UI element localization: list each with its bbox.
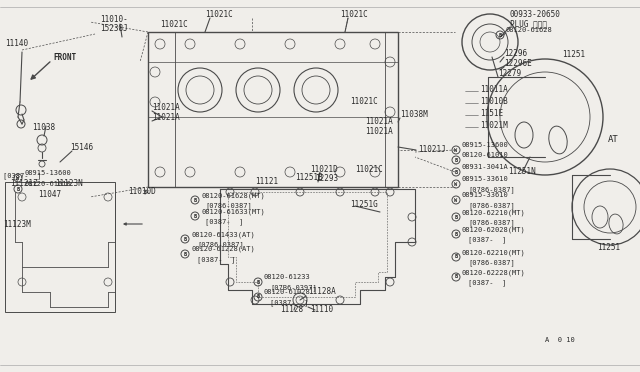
Text: 08931-3041A: 08931-3041A xyxy=(462,164,509,170)
Text: 08120-61228(AT): 08120-61228(AT) xyxy=(191,246,255,253)
Text: 11021J: 11021J xyxy=(418,145,445,154)
Text: 11128: 11128 xyxy=(280,305,303,314)
Text: 08120-62210(MT): 08120-62210(MT) xyxy=(462,209,525,215)
Text: 08915-13600: 08915-13600 xyxy=(462,142,509,148)
Text: W: W xyxy=(17,176,20,180)
Text: W: W xyxy=(454,198,458,202)
Text: W: W xyxy=(454,182,458,186)
Text: 15146: 15146 xyxy=(70,143,93,152)
Text: 11251: 11251 xyxy=(562,50,585,59)
Text: 11021A: 11021A xyxy=(365,117,393,126)
Text: 11021A: 11021A xyxy=(152,113,180,122)
Text: FRONT: FRONT xyxy=(53,53,76,62)
Text: 11121: 11121 xyxy=(255,177,278,186)
Text: 08120-61233: 08120-61233 xyxy=(264,274,311,280)
Text: 11140: 11140 xyxy=(5,39,28,48)
Text: 08915-33610: 08915-33610 xyxy=(462,192,509,198)
Text: 08915-33610: 08915-33610 xyxy=(462,176,509,182)
Text: 12279: 12279 xyxy=(498,69,521,78)
Text: 08120-61010: 08120-61010 xyxy=(462,152,509,158)
Text: 11021D: 11021D xyxy=(310,165,338,174)
Text: W: W xyxy=(454,148,458,153)
Text: [0387-  ]: [0387- ] xyxy=(3,172,41,179)
Text: B: B xyxy=(499,32,502,38)
Text: [0786-0387]: [0786-0387] xyxy=(468,259,515,266)
Text: 11123M: 11123M xyxy=(3,220,31,229)
Text: 11047: 11047 xyxy=(38,190,61,199)
Text: 11021C: 11021C xyxy=(160,20,188,29)
Text: 12296E: 12296E xyxy=(504,59,532,68)
Text: [0387-  ]: [0387- ] xyxy=(468,236,506,243)
Text: B: B xyxy=(454,275,458,279)
Text: 11021M: 11021M xyxy=(480,121,508,130)
Text: 11038: 11038 xyxy=(32,123,55,132)
Bar xyxy=(5,182,115,312)
Text: [0387-  ]: [0387- ] xyxy=(197,256,236,263)
Text: 11021C: 11021C xyxy=(350,97,378,106)
Text: B: B xyxy=(257,279,260,285)
Text: AT: AT xyxy=(608,135,619,144)
Text: 08120-62210(MT): 08120-62210(MT) xyxy=(462,249,525,256)
Text: 11110: 11110 xyxy=(310,305,333,314)
Text: 00933-20650: 00933-20650 xyxy=(510,10,561,19)
Text: B: B xyxy=(257,295,260,299)
Text: 08120-61628(MT): 08120-61628(MT) xyxy=(201,192,265,199)
Text: [07B6-0397]: [07B6-0397] xyxy=(270,284,317,291)
Text: [0786-0387]: [0786-0387] xyxy=(205,202,252,209)
Text: 11038M: 11038M xyxy=(400,110,428,119)
Text: B: B xyxy=(17,186,20,192)
Text: 11251G: 11251G xyxy=(350,200,378,209)
Text: 11021A: 11021A xyxy=(152,103,180,112)
Text: B: B xyxy=(193,198,196,202)
Text: 11123N: 11123N xyxy=(55,179,83,188)
Text: PLUG プラグ: PLUG プラグ xyxy=(510,19,547,28)
Text: 11021C: 11021C xyxy=(205,10,233,19)
Text: 08120-61010: 08120-61010 xyxy=(24,181,71,187)
Text: 11010B: 11010B xyxy=(480,97,508,106)
Text: 08120-61628: 08120-61628 xyxy=(506,27,553,33)
Text: 11011A: 11011A xyxy=(480,85,508,94)
Text: [0786-0387]: [0786-0387] xyxy=(468,202,515,209)
Text: 08120-62228(MT): 08120-62228(MT) xyxy=(462,269,525,276)
Text: A  0 10: A 0 10 xyxy=(545,337,575,343)
Text: 12296: 12296 xyxy=(504,49,527,58)
Text: [0786-0387]: [0786-0387] xyxy=(468,219,515,226)
Text: [0387-  ]: [0387- ] xyxy=(270,299,308,306)
Text: 11251B: 11251B xyxy=(295,173,323,182)
Text: 15238J: 15238J xyxy=(100,24,128,33)
Text: 1151E: 1151E xyxy=(480,109,503,118)
Text: [0786-0387]: [0786-0387] xyxy=(197,241,244,248)
Text: 11251: 11251 xyxy=(597,243,620,252)
Text: 08120-61028: 08120-61028 xyxy=(264,289,311,295)
Text: 11251N: 11251N xyxy=(508,167,536,176)
Text: B: B xyxy=(184,251,187,257)
Text: 11010D: 11010D xyxy=(128,187,156,196)
Text: B: B xyxy=(454,215,458,219)
Text: 11021C: 11021C xyxy=(355,165,383,174)
Text: 08120-62028(MT): 08120-62028(MT) xyxy=(462,226,525,232)
Text: 11121Z: 11121Z xyxy=(10,179,38,188)
Text: 08915-13600: 08915-13600 xyxy=(24,170,71,176)
Text: 11021A: 11021A xyxy=(365,127,393,136)
Text: 11128A: 11128A xyxy=(308,287,336,296)
Text: 08120-61433(AT): 08120-61433(AT) xyxy=(191,231,255,237)
Text: [0387-  ]: [0387- ] xyxy=(468,279,506,286)
Text: [0387-  ]: [0387- ] xyxy=(205,218,243,225)
Text: [0786-0387]: [0786-0387] xyxy=(468,186,515,193)
Text: B: B xyxy=(454,157,458,163)
Text: 12293: 12293 xyxy=(315,174,338,183)
Text: B: B xyxy=(454,231,458,237)
Text: B: B xyxy=(193,214,196,218)
Text: 11010-: 11010- xyxy=(100,15,128,24)
Text: B: B xyxy=(184,237,187,241)
Bar xyxy=(148,32,398,187)
Text: 11021C: 11021C xyxy=(340,10,368,19)
Text: B: B xyxy=(454,170,458,174)
Text: B: B xyxy=(454,254,458,260)
Text: 08120-61633(MT): 08120-61633(MT) xyxy=(201,208,265,215)
